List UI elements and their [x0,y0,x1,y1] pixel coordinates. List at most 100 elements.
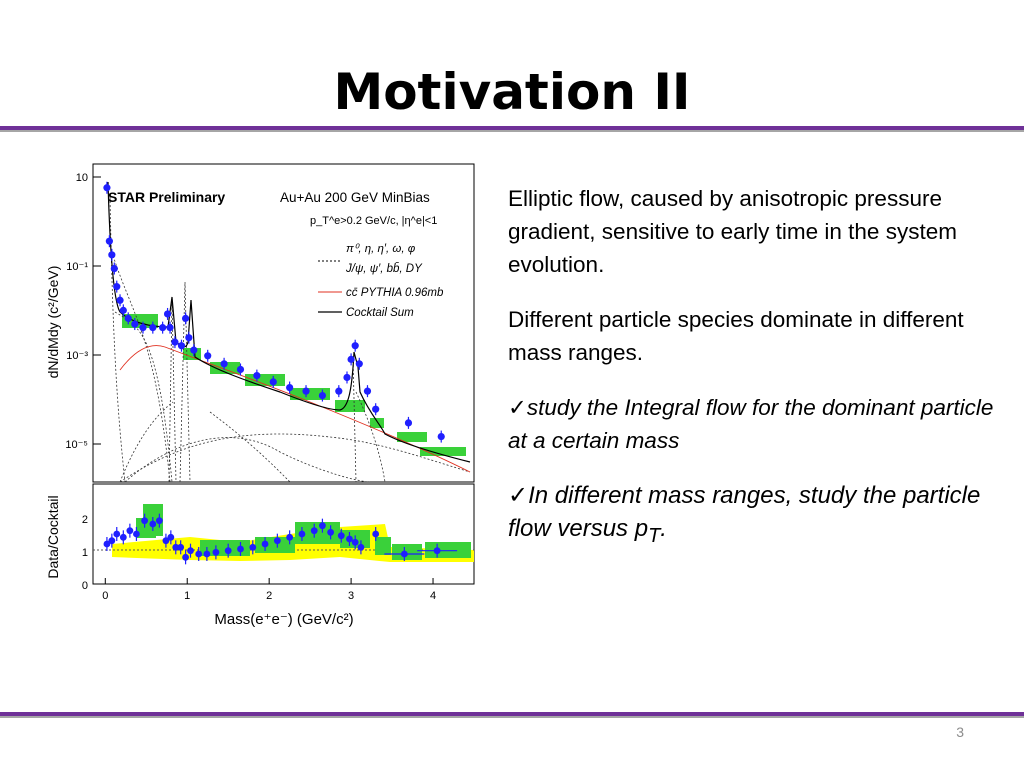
system-label: Au+Au 200 GeV MinBias [280,190,430,205]
data-point [195,550,203,558]
top-panel-frame [92,163,475,483]
data-point [310,527,318,535]
data-point [182,553,189,561]
data-point [119,306,127,314]
data-point [302,387,310,395]
data-point [162,537,170,545]
data-point [337,532,345,540]
data-point [116,296,124,304]
x-ticks: 0 1 2 3 4 [102,578,436,602]
top-ylabel: dN/dMdy (c²/GeV) [45,266,61,379]
xtick-label: 0 [102,590,108,602]
data-point [346,535,353,543]
data-point [110,264,118,273]
data-point [335,387,343,395]
data-point [171,338,179,346]
data-point [108,251,116,259]
data-point [204,352,212,360]
data-point [286,533,294,541]
data-point [124,314,132,322]
bullet-end: . [660,515,667,542]
data-point [139,324,147,332]
data-point [149,324,157,332]
data-point [141,517,149,525]
ytick-label: 2 [82,514,88,526]
data-point [181,314,190,322]
slide-title: Motivation II [333,63,691,121]
data-point [163,310,172,318]
ytick-label: 10 [76,172,88,184]
data-point [220,360,228,368]
subscript-t: T [648,524,661,547]
data-point [318,391,327,400]
data-point [212,548,220,556]
data-point [319,522,326,530]
data-point [343,373,351,382]
data-point [363,387,372,395]
page-number: 3 [956,724,964,740]
cuts-label: p_T^e>0.2 GeV/c, |η^e|<1 [310,215,437,227]
data-point [437,432,445,441]
xtick-label: 1 [184,590,190,602]
data-point [269,378,277,386]
data-point [108,537,116,545]
ytick-label: 0 [82,580,88,592]
data-point [133,530,140,538]
data-point [433,547,441,555]
data-point [298,530,306,538]
legend-item: J/ψ, ψ′, bb̄, DY [345,262,423,275]
data-point [355,360,363,368]
legend: π⁰, η, η′, ω, φ J/ψ, ψ′, bb̄, DY cc̄ PYT… [318,243,444,319]
footer-rule [0,712,1024,718]
data-point [105,237,113,245]
ytick-label: 10⁻⁵ [65,439,88,451]
data-point [113,283,121,291]
paragraph-mass-ranges: Different particle species dominate in d… [508,307,964,365]
data-point [372,405,380,413]
data-point [126,527,134,535]
paragraph-elliptic-flow: Elliptic flow, caused by anisotropic pre… [508,186,957,277]
top-data-points [103,181,445,443]
data-point [236,365,245,374]
data-point [119,533,127,541]
slide-text: Elliptic flow, caused by anisotropic pre… [508,182,1008,575]
data-point [357,543,365,551]
data-point [237,545,244,553]
xtick-label: 2 [266,590,272,602]
data-point [159,324,167,332]
data-point [177,342,186,350]
data-point [103,184,111,192]
data-point [261,540,269,548]
data-point [351,538,359,546]
ratio-ylabel: Data/Cocktail [45,495,61,578]
legend-item: cc̄ PYTHIA 0.96mb [346,287,444,299]
title-underline [0,126,1024,132]
data-point [155,517,163,525]
ytick-label: 1 [82,547,88,559]
ratio-panel-frame [92,483,475,585]
bullet-flow-vs-pt: ✓In different mass ranges, study the par… [508,479,1008,553]
top-yticks: 10 10⁻¹ 10⁻³ 10⁻⁵ [65,172,101,451]
star-preliminary-label: STAR Preliminary [108,189,225,205]
data-point [190,346,198,354]
ytick-label: 10⁻³ [66,350,88,362]
data-point [253,371,261,380]
data-point [172,543,180,551]
bullet-text: In different mass ranges, study the part… [508,482,981,542]
data-point [167,533,175,541]
data-point [103,540,111,548]
ytick-label: 10⁻¹ [66,261,88,273]
ratio-yticks: 0 1 2 [82,514,88,592]
data-point [203,550,211,558]
x-axis-label: Mass(e⁺e⁻) (GeV/c²) [214,611,353,628]
data-point [131,320,139,328]
data-point [224,547,232,555]
data-point [273,537,281,545]
data-point [249,543,257,551]
data-point [166,324,174,332]
data-point [351,342,359,350]
xtick-label: 4 [430,590,436,602]
data-point [185,334,193,342]
bullet-integral-flow: ✓study the Integral flow for the dominan… [508,391,1008,457]
data-point [327,528,335,536]
